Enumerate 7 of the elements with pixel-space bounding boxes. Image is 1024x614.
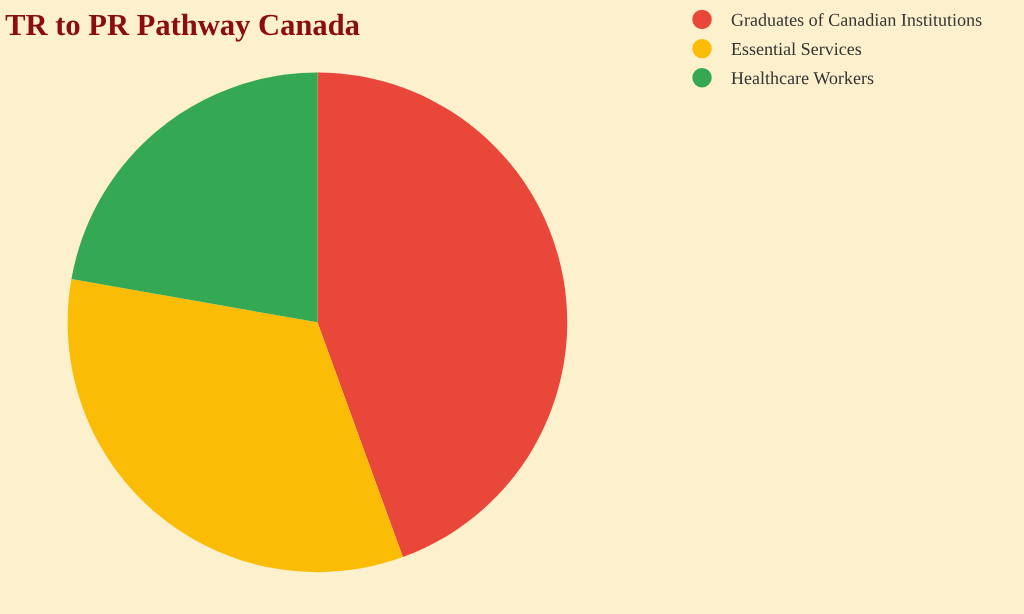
legend-label: Essential Services [731,42,862,56]
legend-label: Graduates of Canadian Institutions [731,13,982,26]
pie-slice [71,72,318,323]
chart-title: TR to PR Pathway Canada [5,13,360,42]
pie-slice [67,278,403,573]
legend-label: Healthcare Workers [731,71,874,85]
pie-slice [317,72,568,558]
